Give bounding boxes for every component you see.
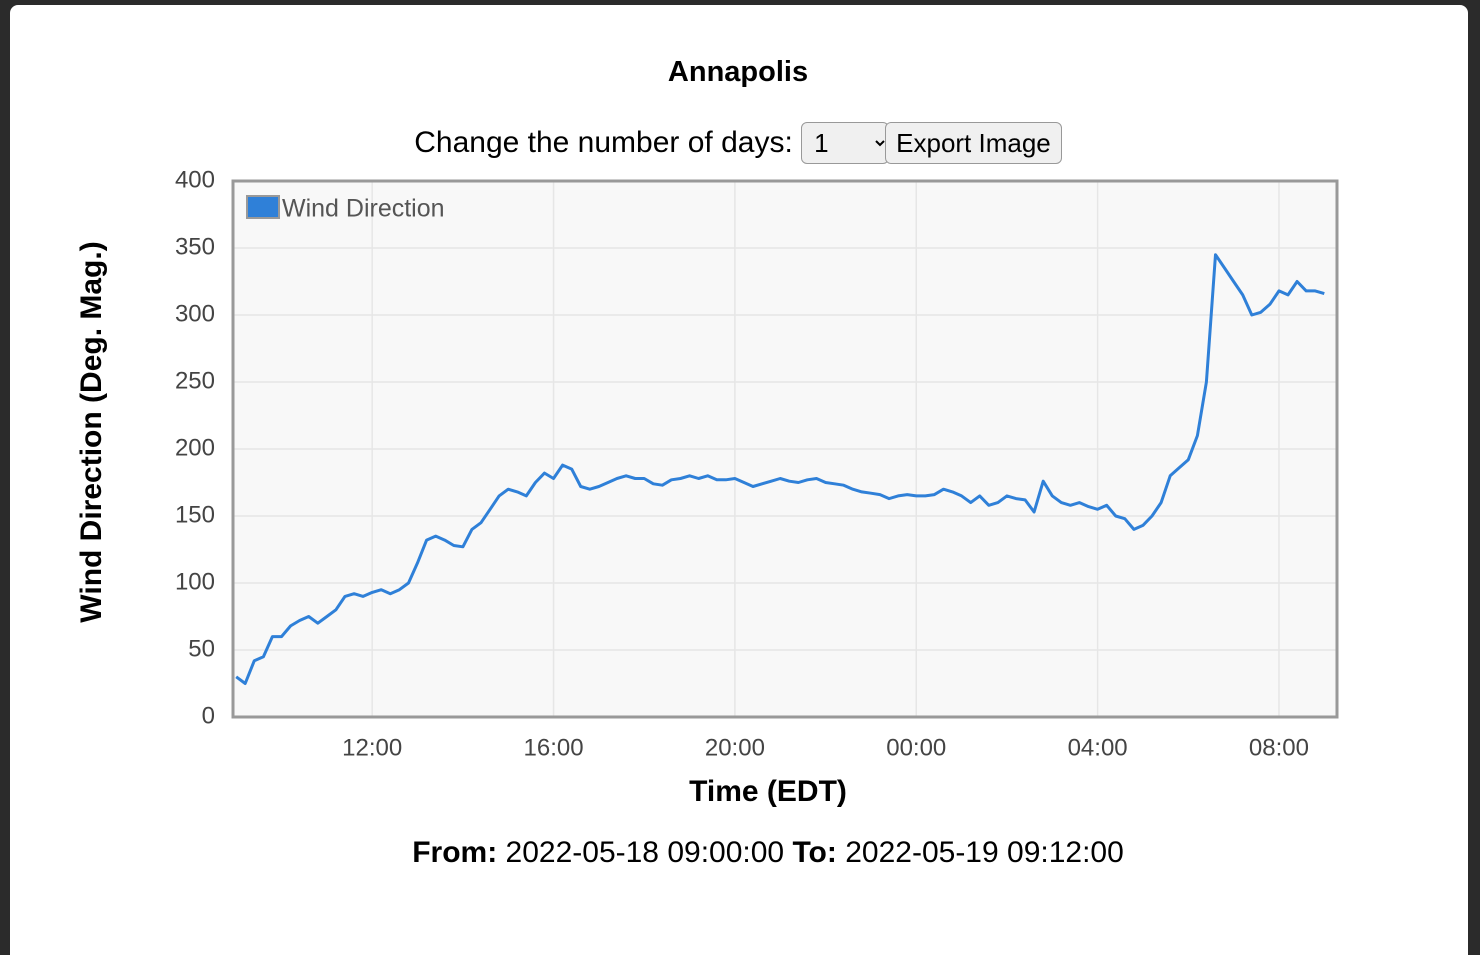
legend-swatch — [246, 195, 280, 219]
x-tick-label: 08:00 — [1249, 734, 1309, 761]
y-tick-label: 150 — [175, 501, 215, 528]
to-date: 2022-05-19 09:12:00 — [845, 836, 1124, 869]
from-label: From: — [412, 836, 498, 869]
y-tick-label: 400 — [175, 166, 215, 193]
legend-label: Wind Direction — [282, 195, 445, 223]
y-axis-title: Wind Direction (Deg. Mag.) — [75, 241, 108, 622]
y-tick-label: 300 — [175, 300, 215, 327]
days-select[interactable]: 1 — [801, 122, 890, 164]
x-tick-label: 20:00 — [705, 734, 765, 761]
y-tick-label: 0 — [202, 702, 215, 729]
x-tick-label: 00:00 — [886, 734, 946, 761]
footer: From: 2022-05-18 09:00:00 To: 2022-05-19… — [0, 836, 1480, 870]
controls: Change the number of days: 1 Export Image — [0, 122, 1476, 164]
y-tick-label: 50 — [188, 635, 215, 662]
x-tick-label: 04:00 — [1068, 734, 1128, 761]
y-tick-label: 350 — [175, 233, 215, 260]
export-button[interactable]: Export Image — [885, 122, 1062, 164]
days-label: Change the number of days: — [414, 126, 793, 159]
to-label: To: — [792, 836, 837, 869]
plot-border — [231, 179, 1339, 719]
from-date: 2022-05-18 09:00:00 — [505, 836, 785, 869]
x-tick-label: 16:00 — [524, 734, 584, 761]
x-tick-label: 12:00 — [342, 734, 402, 761]
title: Annapolis — [667, 56, 809, 88]
x-axis-title: Time (EDT) — [689, 775, 847, 808]
y-tick-label: 250 — [175, 367, 215, 394]
y-tick-label: 200 — [175, 434, 215, 461]
data-line — [235, 253, 1325, 685]
y-tick-label: 100 — [175, 568, 215, 595]
